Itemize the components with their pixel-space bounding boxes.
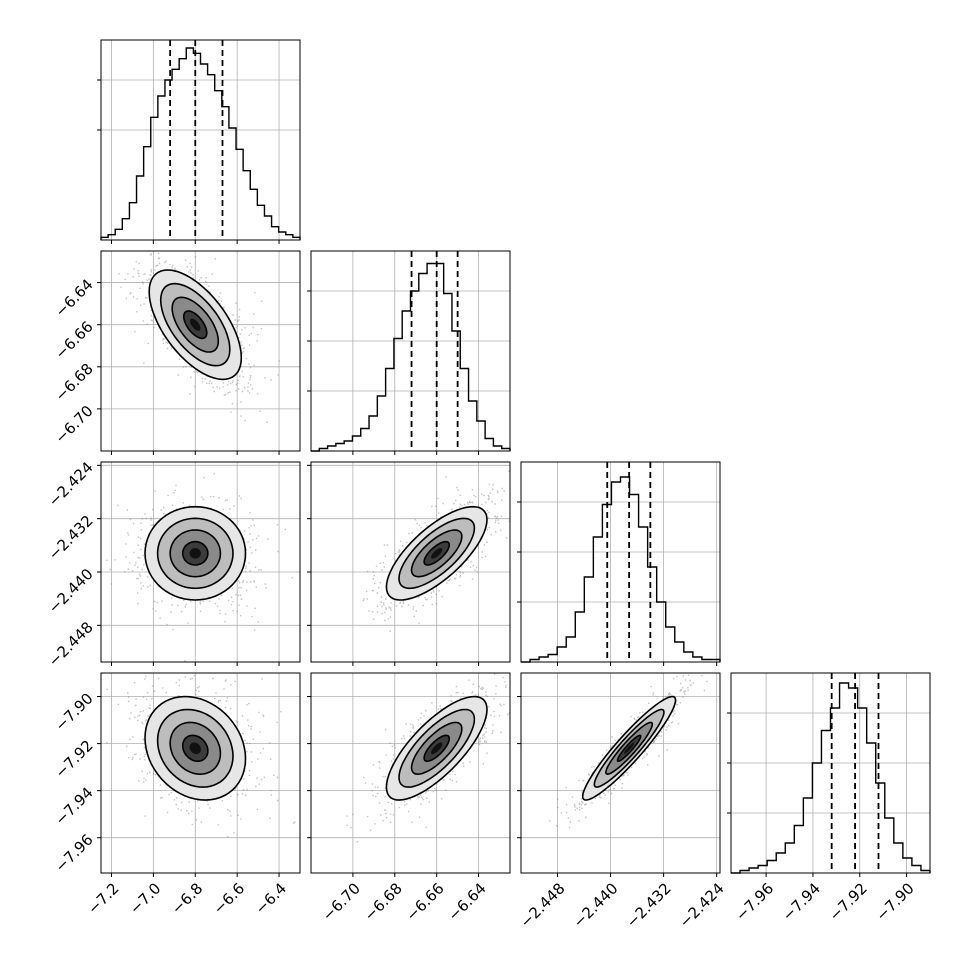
contour-line-1 — [593, 708, 665, 788]
y-tick-label: −7.90 — [51, 689, 96, 734]
y-tick-label: −7.92 — [51, 737, 96, 782]
contour-line-0 — [144, 695, 247, 801]
panel-background — [521, 462, 720, 662]
y-tick-label: −6.66 — [51, 318, 96, 363]
histogram-step-line — [521, 476, 721, 663]
contour-line-3 — [616, 734, 642, 762]
scatter-panel-2-0 — [97, 461, 301, 666]
scatter-panel-3-2 — [517, 672, 721, 877]
x-tick-label: −6.4 — [252, 879, 290, 917]
y-tick-label: −6.64 — [51, 276, 96, 321]
x-tick-label: −6.66 — [403, 879, 448, 924]
x-tick-label: −7.2 — [84, 879, 122, 917]
plot-area — [362, 470, 510, 632]
histogram-step-line — [731, 682, 931, 874]
x-tick-label: −7.92 — [826, 879, 871, 924]
panel-frame — [100, 250, 301, 452]
x-tick-label: −7.94 — [779, 879, 824, 924]
panel-frame — [520, 672, 721, 874]
contour-line-1 — [398, 517, 476, 590]
plot-area — [106, 675, 296, 838]
density-fill — [189, 742, 201, 755]
scatter-panel-2-1 — [307, 461, 511, 666]
panel-frame — [100, 672, 301, 874]
plot-area — [549, 673, 708, 829]
x-tick-label: −6.64 — [444, 879, 489, 924]
contour-line-0 — [385, 505, 488, 601]
y-tick-label: −2.440 — [45, 565, 97, 617]
contour-line-2 — [410, 529, 463, 578]
y-tick-label: −7.96 — [51, 831, 96, 876]
scatter-panel-1-0 — [97, 250, 301, 455]
panel-background — [101, 40, 300, 240]
scatter-panel-3-0 — [97, 672, 301, 877]
contour-line-2 — [410, 721, 463, 776]
panel-frame — [310, 672, 511, 874]
x-tick-label: −6.6 — [210, 879, 248, 917]
histogram-step-line — [311, 262, 511, 452]
plot-area — [118, 252, 280, 423]
density-fill — [190, 318, 201, 331]
contour-line-3 — [182, 310, 208, 340]
contour-line-3 — [181, 540, 209, 566]
scatter-panel-3-1 — [307, 672, 511, 877]
x-tick-label: −2.440 — [570, 879, 622, 931]
density-fill — [189, 548, 201, 559]
y-tick-label: −2.432 — [45, 512, 97, 564]
density-fill — [431, 548, 443, 559]
x-tick-label: −2.448 — [517, 879, 569, 931]
contour-line-1 — [156, 708, 234, 788]
contour-line-0 — [385, 695, 488, 801]
panel-frame — [100, 39, 301, 241]
panel-frame — [310, 461, 511, 663]
contour-line-2 — [605, 721, 654, 776]
panel-frame — [730, 672, 931, 874]
contour-line-2 — [171, 296, 220, 353]
contour-line-3 — [423, 734, 451, 762]
contour-line-2 — [169, 529, 222, 578]
x-tick-label: −2.432 — [623, 879, 675, 931]
density-fill — [431, 742, 443, 755]
histogram-step-line — [100, 47, 301, 240]
plot-area — [106, 473, 293, 662]
contour-line-0 — [581, 695, 677, 801]
y-tick-label: −6.68 — [51, 360, 96, 405]
contour-line-3 — [181, 734, 209, 762]
x-tick-label: −7.0 — [126, 879, 164, 917]
y-tick-label: −2.424 — [45, 458, 97, 510]
plot-area — [346, 673, 510, 843]
x-tick-label: −6.8 — [168, 879, 206, 917]
y-tick-label: −6.70 — [51, 402, 96, 447]
hist-panel-0 — [97, 39, 301, 244]
panel-frame — [310, 250, 511, 452]
panel-frame — [520, 461, 721, 663]
x-tick-label: −6.68 — [361, 879, 406, 924]
panel-background — [731, 673, 930, 873]
contour-line-2 — [169, 721, 222, 776]
density-fill — [623, 742, 635, 755]
contour-line-3 — [423, 540, 451, 566]
x-tick-label: −2.424 — [676, 879, 728, 931]
y-tick-label: −2.448 — [45, 618, 97, 670]
hist-panel-1 — [307, 250, 511, 455]
contour-line-0 — [144, 505, 247, 601]
hist-panel-3 — [727, 672, 931, 877]
contour-line-1 — [156, 517, 234, 590]
x-tick-label: −6.70 — [319, 879, 364, 924]
contour-line-1 — [398, 708, 476, 788]
x-tick-label: −7.96 — [732, 879, 777, 924]
hist-panel-2 — [517, 461, 721, 666]
y-tick-label: −7.94 — [51, 784, 96, 829]
x-tick-label: −7.90 — [872, 879, 917, 924]
contour-line-1 — [159, 282, 231, 367]
contour-line-0 — [148, 269, 243, 381]
panel-frame — [100, 461, 301, 663]
